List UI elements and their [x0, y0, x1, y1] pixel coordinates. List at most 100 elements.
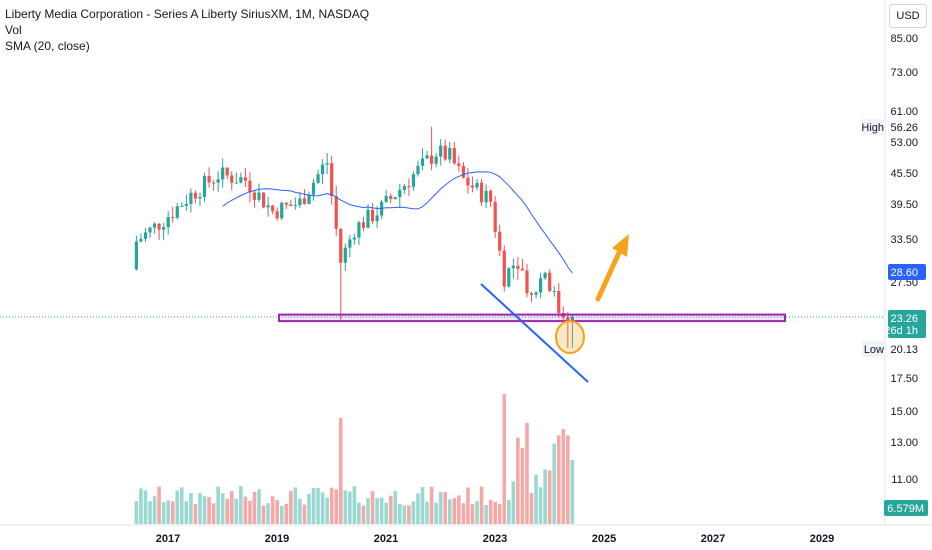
candle-body: [184, 203, 188, 206]
volume-bar: [443, 491, 448, 524]
volume-bar: [352, 486, 357, 524]
candle-body: [570, 316, 574, 323]
price-tick-label: 39.50: [890, 199, 918, 211]
time-tick-label: 2019: [265, 533, 289, 545]
candle-body: [139, 238, 143, 242]
chart-legend: Liberty Media Corporation - Series A Lib…: [5, 6, 369, 54]
candle-body: [398, 189, 402, 198]
volume-bar: [170, 501, 175, 524]
low-label-bg: [862, 341, 886, 357]
time-tick-label: 2029: [810, 533, 834, 545]
volume-bar: [361, 505, 366, 524]
volume-bar: [270, 496, 275, 524]
candle-body: [475, 182, 479, 188]
volume-bar: [488, 499, 493, 524]
volume-bar: [207, 497, 211, 524]
candle-body: [557, 290, 561, 313]
volume-bar: [407, 505, 411, 524]
volume-bar: [357, 502, 361, 524]
candle-body: [343, 247, 347, 263]
legend-title: Liberty Media Corporation - Series A Lib…: [5, 7, 370, 21]
volume-bars: [134, 394, 575, 524]
time-tick-label: 2025: [592, 533, 616, 545]
candle-body: [429, 155, 434, 164]
volume-bar: [402, 505, 407, 524]
candle-body: [166, 217, 170, 228]
currency-button[interactable]: USD: [889, 4, 927, 28]
volume-bar: [547, 470, 552, 524]
candle-body: [357, 222, 361, 238]
time-tick-label: 2023: [483, 533, 507, 545]
volume-bar: [166, 500, 170, 524]
price-tick-label: 11.00: [891, 474, 918, 486]
volume-badge: [884, 500, 928, 516]
volume-bar: [289, 490, 293, 524]
candle-body: [352, 237, 356, 240]
candle-body: [330, 163, 334, 197]
candle-body: [370, 209, 375, 222]
volume-bar: [529, 492, 534, 524]
volume-bar: [302, 504, 307, 524]
volume-bar: [225, 498, 230, 524]
price-tick-label: 85.00: [890, 33, 918, 45]
volume-bar: [416, 493, 420, 524]
volume-bar: [457, 495, 461, 524]
candle-body: [248, 180, 252, 193]
volume-bar: [461, 503, 466, 524]
candle-body: [525, 270, 529, 294]
volume-bar: [161, 502, 166, 524]
candle-body: [457, 163, 461, 167]
volume-bar: [184, 501, 189, 524]
annotations: [278, 234, 786, 383]
candle-body: [325, 163, 329, 165]
candle-body: [361, 222, 366, 228]
candle-body: [298, 198, 302, 206]
candle-body: [529, 293, 534, 295]
candle-body: [225, 167, 229, 176]
candle-body: [284, 202, 288, 205]
candle-body: [548, 272, 552, 292]
volume-bar: [525, 422, 529, 524]
candle-body: [289, 204, 293, 207]
candle-body: [448, 148, 452, 160]
volume-bar: [429, 486, 434, 524]
sma-badge: [888, 264, 926, 280]
candle-body: [452, 148, 456, 164]
candle-body: [375, 215, 379, 222]
candle-body: [416, 165, 420, 175]
volume-bar: [438, 491, 443, 524]
volume-bar: [193, 504, 198, 524]
candle-body: [207, 176, 211, 183]
grid: [0, 0, 932, 526]
candle-body: [384, 195, 388, 202]
candle-body: [566, 317, 570, 323]
candle-body: [143, 232, 148, 239]
candle-body: [257, 192, 261, 200]
candle-body: [320, 164, 325, 175]
candle-body: [162, 227, 166, 230]
price-tick-label: 13.00: [890, 437, 918, 449]
price-tick-label: 53.00: [890, 137, 918, 149]
candle-body: [243, 177, 247, 181]
volume-bar: [239, 486, 243, 524]
volume-bar: [320, 492, 325, 524]
volume-bar: [229, 491, 234, 524]
candle-body: [502, 250, 506, 287]
price-axis: 85.0073.0061.0053.0045.5039.5033.5027.50…: [861, 33, 928, 516]
volume-bar: [198, 493, 202, 524]
candle-body: [198, 196, 202, 199]
candle-body: [271, 205, 275, 212]
candlesticks: [134, 126, 574, 348]
volume-bar: [425, 501, 429, 524]
high-label: High: [861, 122, 884, 134]
volume-bar: [479, 486, 484, 524]
candle-body: [520, 268, 525, 271]
volume-bar: [298, 498, 302, 524]
volume-bar: [261, 505, 266, 524]
volume-bar: [511, 481, 516, 524]
legend-sma: SMA (20, close): [5, 39, 90, 53]
descending-trendline: [480, 283, 589, 383]
candle-body: [216, 179, 220, 183]
volume-bar: [393, 491, 398, 524]
